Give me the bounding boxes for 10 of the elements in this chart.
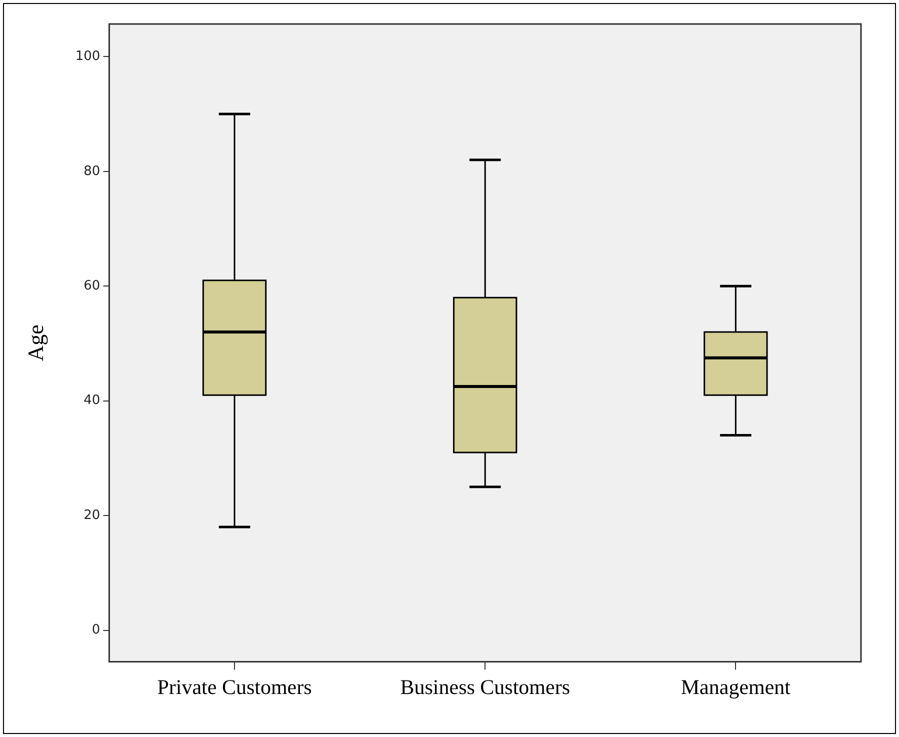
- y-tick-label: 20: [84, 508, 100, 523]
- y-axis-title: Age: [22, 324, 48, 362]
- x-tick-label: Private Customers: [157, 674, 312, 699]
- x-tick-label: Business Customers: [400, 674, 570, 699]
- y-tick-label: 60: [84, 278, 100, 294]
- y-tick-label: 100: [75, 49, 100, 64]
- y-tick-label: 80: [84, 164, 100, 179]
- x-tick-label: Management: [680, 674, 791, 699]
- y-tick-label: 40: [84, 393, 100, 408]
- y-tick-label: 0: [92, 622, 100, 638]
